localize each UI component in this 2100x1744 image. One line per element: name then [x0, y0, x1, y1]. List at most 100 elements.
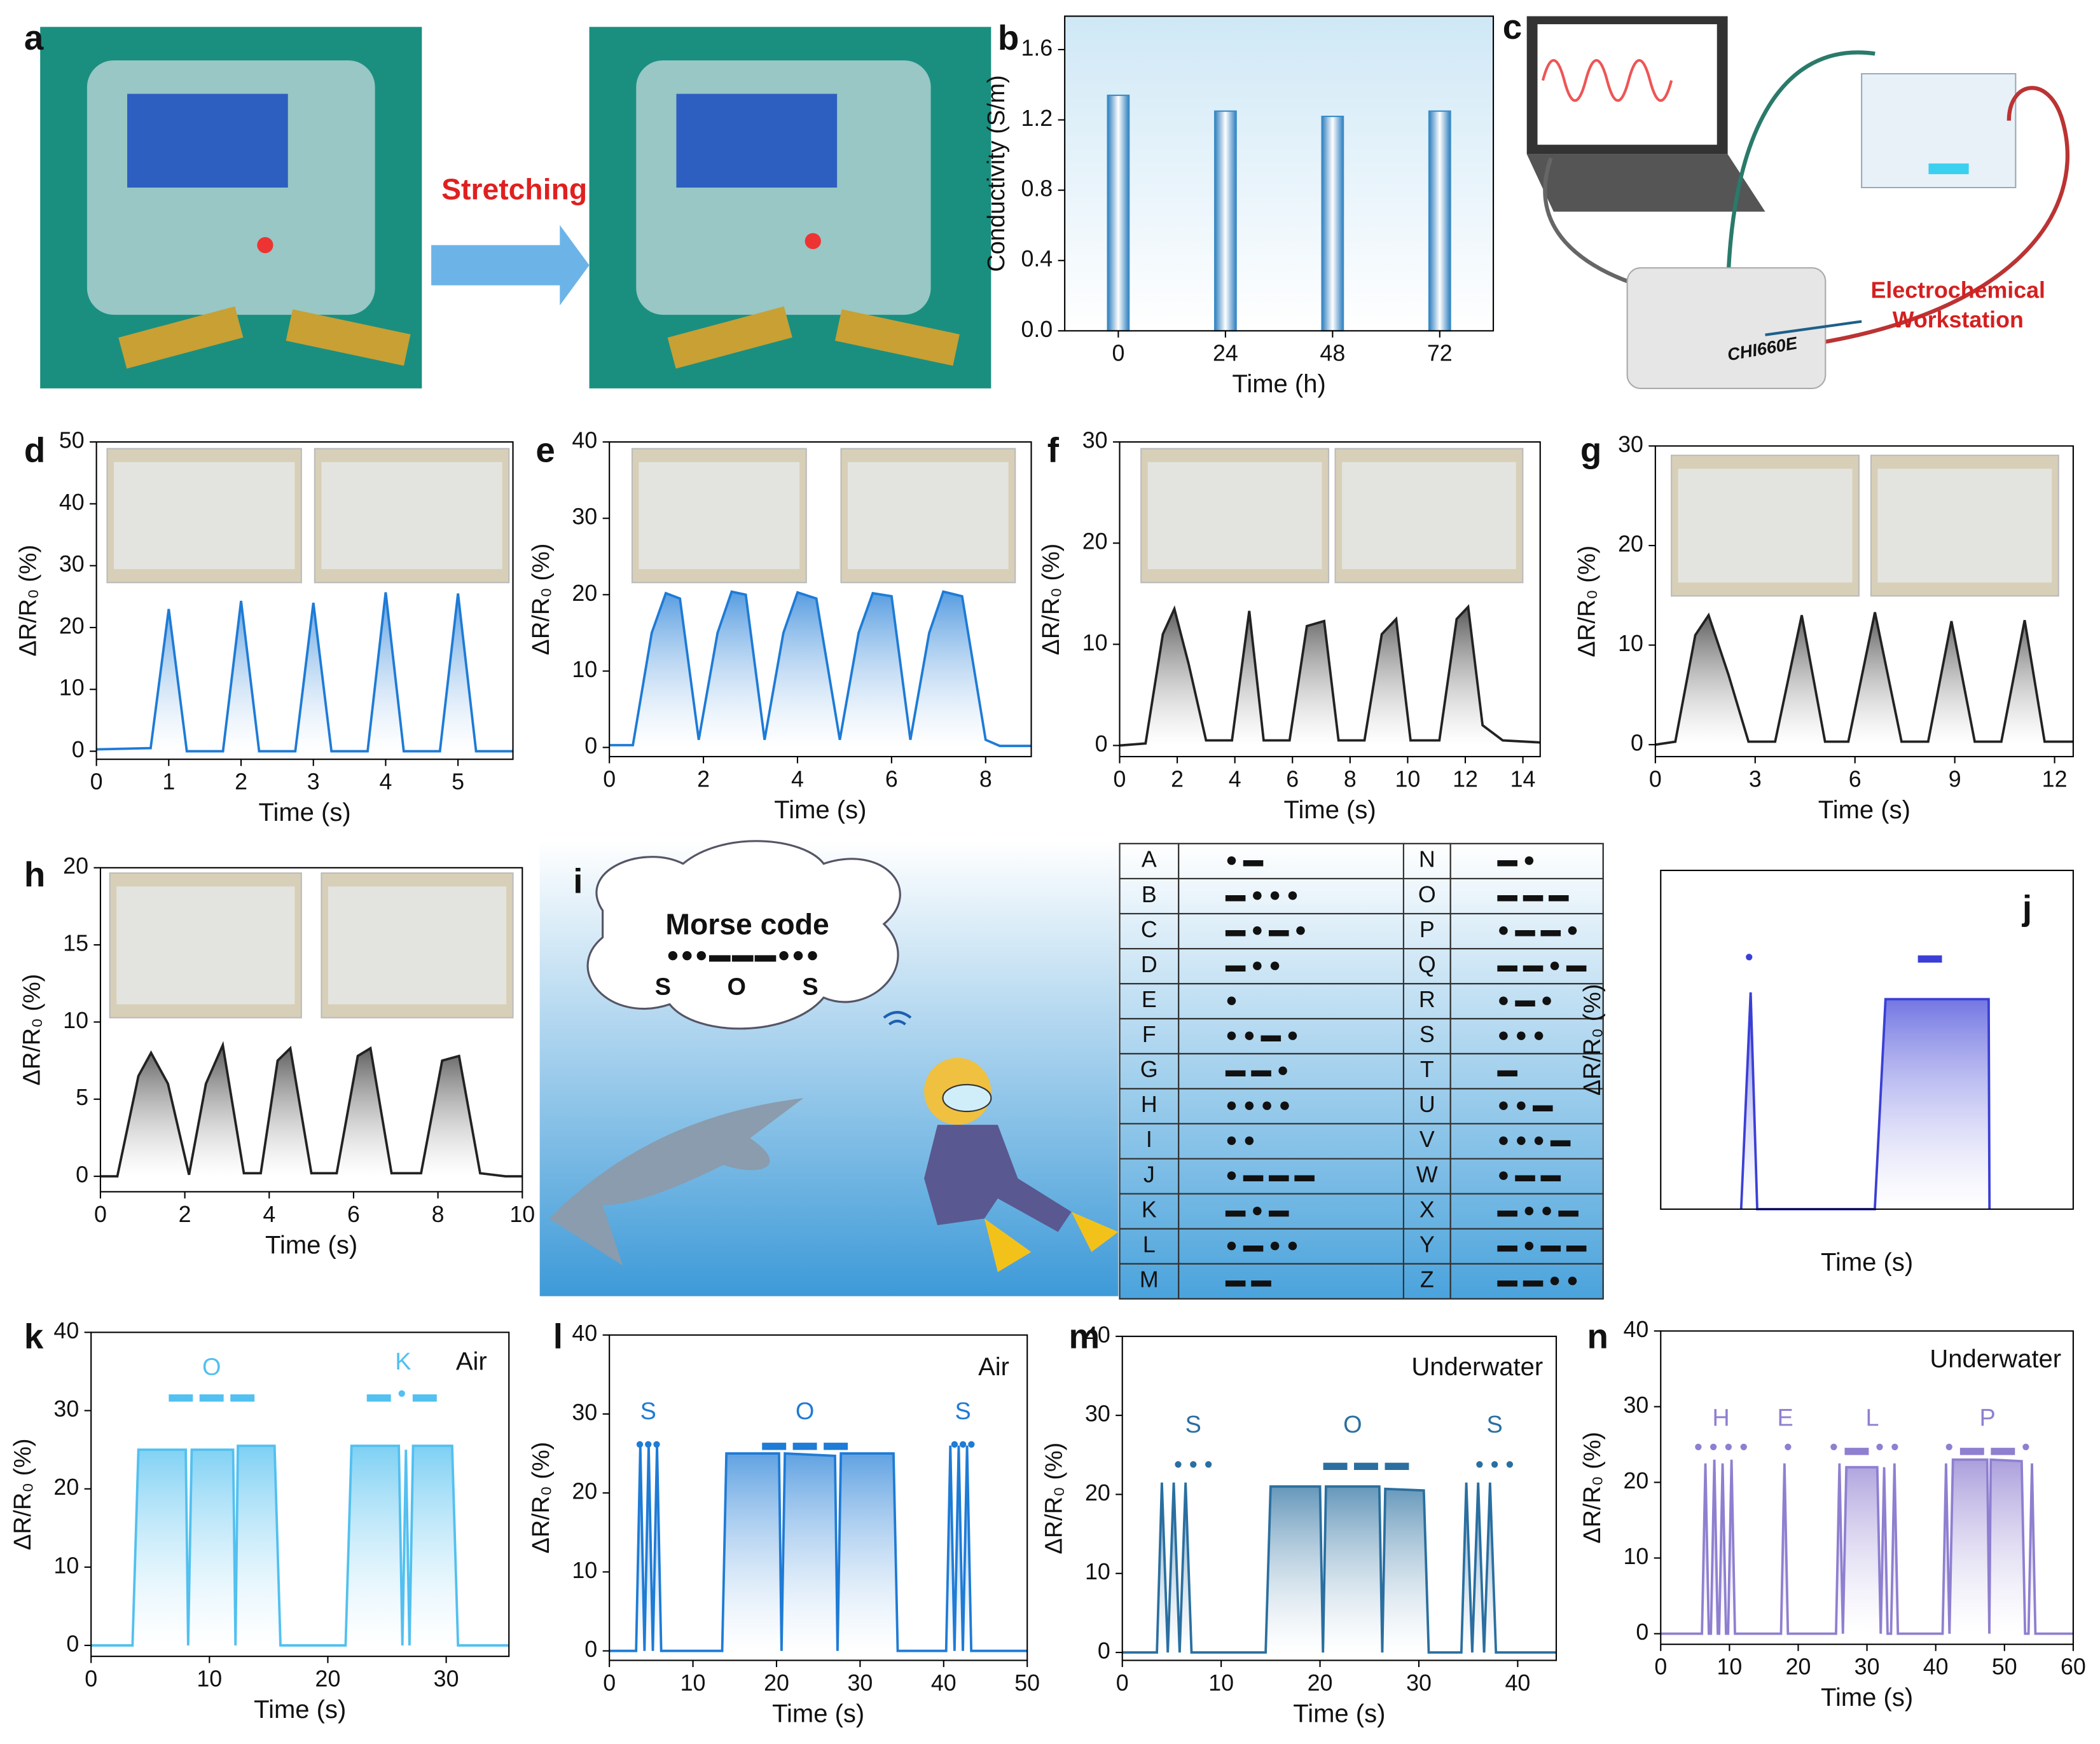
y-tick-label: 40 [53, 1318, 79, 1343]
y-tick-label: 20 [63, 853, 88, 879]
inset-water [113, 462, 295, 570]
table-code: ▬ ▬ ▬ [1497, 883, 1569, 906]
table-code: ▬ ▬ ● [1226, 1058, 1289, 1081]
table-letter: G [1140, 1057, 1158, 1082]
y-tick-label: 30 [1085, 1401, 1110, 1427]
annotation: P [1979, 1404, 1995, 1431]
annotation: S [955, 1398, 971, 1425]
y-axis-label: ΔR/R₀ (%) [528, 1442, 555, 1554]
x-tick-label: 0 [85, 1666, 97, 1692]
shark [549, 1097, 804, 1266]
x-tick-label: 48 [1320, 341, 1345, 366]
y-tick-label: 0.0 [1021, 317, 1053, 342]
plot-frame [95, 441, 514, 760]
area [609, 1445, 1028, 1651]
y-tick-label: 20 [59, 613, 85, 638]
annotation: O [1343, 1411, 1362, 1438]
instrument-label: Workstation [1893, 307, 2024, 333]
table-letter: Y [1420, 1232, 1435, 1257]
x-tick-label: 24 [1213, 341, 1238, 366]
cloud-code: ●●●▬▬▬●●● [667, 944, 820, 967]
cloud-title: Morse code [665, 908, 829, 941]
y-tick-label: 40 [59, 490, 85, 515]
cloud-letter: S [802, 973, 818, 1000]
plot-frame [1119, 441, 1541, 758]
annotation: S [1185, 1411, 1201, 1438]
plot-frame [1064, 15, 1495, 332]
x-tick-label: 2 [697, 766, 710, 792]
y-axis-label: ΔR/R₀ (%) [1579, 984, 1606, 1096]
x-tick-label: 6 [885, 766, 898, 792]
line [91, 1445, 509, 1647]
table-code: ▬ ● ▬ ▬ [1497, 1233, 1587, 1256]
y-tick-label: 5 [76, 1085, 88, 1110]
annotation: ▬ ▬ ▬ [169, 1381, 254, 1408]
y-tick-label: 20 [1082, 529, 1108, 554]
table-code: ● ● ● ▬ [1497, 1128, 1571, 1151]
y-axis-label: ΔR/R₀ (%) [1038, 544, 1065, 656]
y-tick-label: 30 [59, 551, 85, 577]
table-code: ▬ ▬ ● ● [1497, 1268, 1578, 1291]
plot-background [1065, 16, 1494, 331]
y-tick-label: 30 [1082, 428, 1108, 453]
table-code: ▬ ● ▬ ● [1226, 918, 1307, 941]
x-axis-label: Time (s) [774, 796, 866, 824]
table-letter: J [1143, 1162, 1155, 1187]
table-code: ● ● [1226, 1128, 1255, 1151]
y-tick-label: 20 [1618, 531, 1643, 556]
area [1661, 1459, 2073, 1634]
y-tick-label: 10 [53, 1553, 79, 1578]
y-tick-label: 0 [584, 733, 597, 759]
x-tick-label: 8 [432, 1202, 445, 1227]
x-axis-label: Time (h) [1232, 370, 1325, 398]
y-tick-label: 10 [1618, 631, 1643, 656]
table-letter: E [1142, 987, 1157, 1012]
x-axis-label: Time (s) [1821, 1249, 1913, 1277]
instrument-label: Electrochemical [1871, 278, 2045, 303]
area [91, 1446, 509, 1645]
y-axis-label: ΔR/R₀ (%) [1574, 546, 1601, 657]
x-tick-label: 10 [1717, 1654, 1742, 1680]
x-tick-label: 60 [2061, 1654, 2086, 1680]
panel-label: c [1503, 7, 1522, 46]
y-tick-label: 20 [572, 580, 597, 606]
x-tick-label: 4 [263, 1202, 275, 1227]
y-tick-label: 30 [572, 1399, 597, 1425]
inset-water [639, 462, 800, 570]
area [609, 591, 1032, 748]
line [1122, 1482, 1557, 1654]
table-letter: Z [1420, 1267, 1434, 1293]
table-code: ● ▬ ▬ ▬ [1226, 1163, 1315, 1186]
annotation: Underwater [1930, 1345, 2061, 1373]
table-code: ● ● ▬ ● [1226, 1023, 1299, 1046]
area [1122, 1482, 1557, 1653]
photo-after [589, 27, 991, 388]
table-letter: D [1141, 952, 1157, 977]
x-tick-label: 20 [315, 1666, 341, 1692]
annotation: O [202, 1354, 221, 1380]
x-axis-label: Time (s) [254, 1696, 346, 1724]
table-code: ● ▬ [1226, 848, 1264, 871]
table-letter: A [1142, 847, 1157, 872]
x-tick-label: 6 [1286, 766, 1299, 792]
bar [1428, 110, 1451, 332]
annotation: Stretching [441, 173, 587, 206]
panel-label: j [2022, 888, 2032, 928]
table-code: ▬ ▬ ● ▬ [1497, 953, 1587, 976]
x-tick-label: 30 [847, 1670, 873, 1696]
x-tick-label: 40 [1505, 1670, 1530, 1696]
y-tick-label: 40 [1085, 1322, 1110, 1347]
x-axis-label: Time (s) [1293, 1699, 1385, 1727]
table-letter: X [1420, 1197, 1435, 1222]
y-tick-label: 0 [1631, 731, 1643, 756]
line [96, 592, 513, 753]
x-tick-label: 10 [1395, 766, 1421, 792]
table-letter: I [1146, 1127, 1152, 1152]
x-tick-label: 2 [235, 769, 247, 795]
panel-label: e [535, 430, 555, 469]
plot-frame [1660, 1330, 2074, 1645]
table-code: ● ● ▬ [1497, 1093, 1553, 1116]
panel-label: m [1068, 1317, 1100, 1356]
bar [1321, 115, 1344, 332]
panel-label: i [573, 862, 583, 901]
